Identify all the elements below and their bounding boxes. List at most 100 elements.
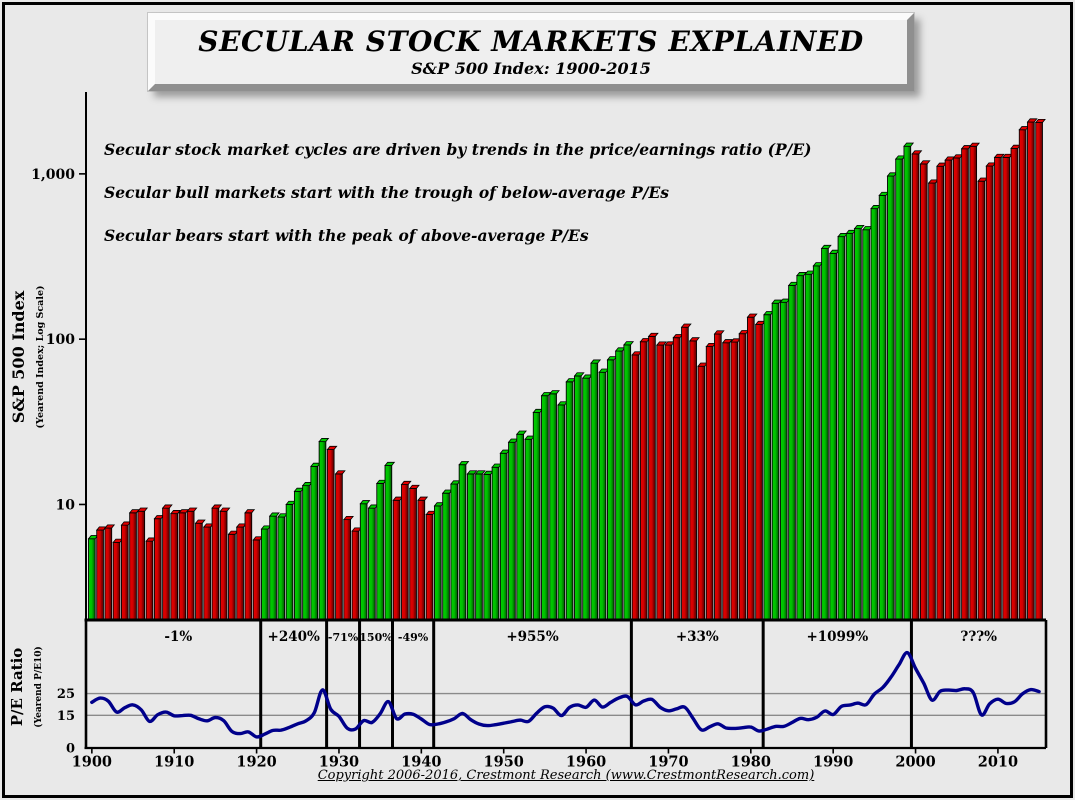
sp500-bar-1908	[153, 518, 162, 621]
sp500-bar-2012	[1010, 147, 1019, 621]
sp500-bar-1914	[203, 526, 211, 621]
bar-3d-cap	[458, 461, 470, 466]
period-return-label: ???%	[960, 629, 997, 645]
sp500-bar-1961	[590, 362, 599, 621]
bar-3d-cap	[721, 339, 733, 344]
sp500-bar-1954	[532, 412, 541, 621]
sp500-bar-1932	[351, 530, 360, 621]
sp500-bar-2001	[919, 163, 928, 621]
copyright-footer: Copyright 2006-2016, Crestmont Research …	[317, 768, 815, 783]
sp500-bar-1988	[812, 265, 821, 621]
year-label: 2000	[895, 754, 935, 771]
sp500-bar-1979	[738, 333, 747, 621]
sp500-tick-label: 10	[56, 497, 76, 513]
sp500-bar-1904	[120, 524, 129, 621]
bar-3d-cap	[400, 480, 412, 485]
year-label: 1910	[154, 754, 194, 771]
bar-3d-cap	[334, 470, 346, 475]
sp500-bar-2005	[952, 157, 961, 621]
sp500-bar-1941	[425, 514, 434, 621]
pe-tick-label: 0	[66, 742, 75, 757]
sp500-bar-1967	[639, 341, 648, 621]
sp500-bar-1942	[434, 505, 442, 621]
sp500-bar-1968	[648, 335, 656, 621]
bar-3d-cap	[1034, 118, 1046, 123]
sp500-bar-1907	[145, 540, 154, 621]
sp500-bar-1973	[689, 340, 697, 621]
period-return-label: -71%	[328, 631, 359, 644]
period-return-label: +240%	[268, 629, 320, 645]
sp500-bar-1944	[450, 483, 459, 621]
sp500-bar-1920	[252, 539, 261, 621]
sp500-bar-1975	[705, 346, 714, 621]
sp500-bar-1913	[195, 522, 203, 621]
sp500-bar-1930	[335, 473, 343, 621]
sp500-bar-1931	[343, 519, 352, 621]
sp500-bar-1939	[409, 487, 417, 621]
bar-3d-cap	[384, 461, 396, 466]
sp500-bar-1995	[870, 208, 879, 621]
sp500-bar-1970	[664, 344, 673, 621]
bar-3d-cap	[820, 244, 832, 249]
sp500-bar-1978	[730, 341, 739, 621]
year-label: 1950	[484, 754, 524, 771]
sp500-bar-1916	[219, 510, 228, 621]
sp500-bar-1974	[697, 365, 706, 621]
period-return-label: -49%	[398, 631, 429, 644]
pe-axis-title: P/E Ratio	[8, 648, 26, 727]
sp500-bar-1921	[261, 528, 269, 621]
year-label: 1900	[72, 754, 112, 771]
sp500-bar-1971	[672, 337, 681, 621]
sp500-bar-1909	[162, 507, 170, 621]
sp500-bar-1902	[104, 527, 113, 621]
bar-3d-cap	[359, 500, 371, 505]
sp500-bar-1925	[293, 490, 302, 621]
bar-3d-cap	[170, 510, 182, 515]
period-return-label: 150%	[359, 631, 393, 644]
sp500-bar-1984	[779, 301, 788, 621]
sp500-bar-1926	[302, 485, 310, 621]
sp500-bar-1927	[310, 465, 319, 621]
sp500-bar-2010	[994, 156, 1002, 621]
pe-tick-label: 15	[57, 709, 75, 724]
sp500-bar-1935	[376, 483, 384, 621]
sp500-tick-label: 1,000	[31, 167, 75, 183]
sp500-bar-1969	[656, 344, 665, 621]
bar-3d-cap	[474, 470, 486, 475]
year-label: 1930	[319, 754, 359, 771]
bar-3d-cap	[104, 524, 116, 529]
sp500-bar-1918	[236, 526, 244, 621]
sp500-axis-title: S&P 500 Index	[9, 290, 28, 423]
year-label: 1920	[236, 754, 276, 771]
sp500-bar-1901	[96, 529, 104, 621]
sp500-bar-2004	[944, 159, 953, 621]
sp500-bar-1977	[722, 342, 730, 621]
bar-3d-cap	[688, 337, 700, 342]
bar-3d-cap	[186, 507, 198, 512]
sp500-bar-1994	[862, 229, 870, 621]
year-label: 1960	[566, 754, 606, 771]
sp500-bar-1922	[269, 515, 277, 621]
sp500-bar-1983	[771, 302, 780, 621]
sp500-bar-2015	[1035, 122, 1043, 621]
bar-3d-cap	[647, 332, 659, 337]
bar-3d-cap	[771, 299, 783, 304]
bar-3d-cap	[417, 496, 429, 501]
sp500-bar-1919	[244, 512, 253, 621]
bar-3d-cap	[969, 142, 981, 147]
annotation-bull-start: Secular bull markets start with the trou…	[104, 183, 670, 202]
sp500-bar-1924	[285, 504, 294, 621]
bar-3d-cap	[993, 153, 1005, 158]
sp500-bar-1946	[466, 473, 475, 621]
sp500-bar-1923	[277, 516, 286, 621]
sp500-bar-1936	[384, 465, 393, 621]
bar-3d-cap	[590, 359, 602, 364]
bar-3d-cap	[268, 512, 280, 517]
sp500-axis-subtitle: (Yearend Index; Log Scale)	[35, 286, 46, 429]
sp500-bar-1999	[903, 145, 912, 621]
sp500-bar-2006	[961, 148, 969, 621]
year-label: 1990	[813, 754, 853, 771]
sp500-bar-1964	[615, 350, 623, 621]
sp500-bar-1987	[804, 273, 813, 621]
